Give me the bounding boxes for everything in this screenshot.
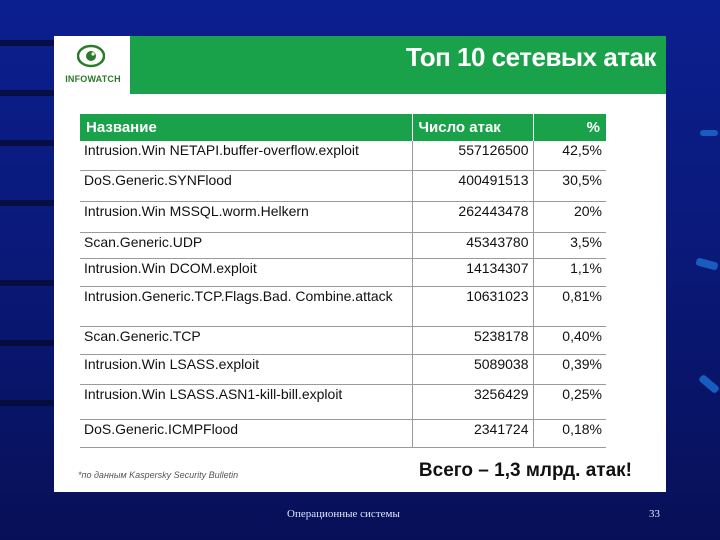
decor-stripe — [0, 90, 54, 96]
attack-name: DoS.Generic.SYNFlood — [80, 170, 413, 202]
decor-stripe — [0, 200, 54, 206]
attack-count: 262443478 — [412, 201, 534, 233]
attack-name: DoS.Generic.ICMPFlood — [80, 419, 413, 448]
decor-accent — [698, 373, 720, 395]
attack-name: Intrusion.Win MSSQL.worm.Helkern — [80, 201, 413, 233]
attack-pct: 0,39% — [533, 354, 606, 385]
table-row: Intrusion.Win DCOM.exploit 14134307 1,1% — [80, 258, 606, 287]
table-header-row: Название Число атак % — [80, 114, 606, 141]
header-pct: % — [533, 114, 606, 141]
attack-name: Scan.Generic.UDP — [80, 232, 413, 259]
table-row: DoS.Generic.SYNFlood 400491513 30,5% — [80, 170, 606, 202]
attack-count: 5089038 — [412, 354, 534, 385]
decor-stripe — [0, 280, 54, 286]
table-row: Scan.Generic.TCP 5238178 0,40% — [80, 326, 606, 355]
attack-count: 3256429 — [412, 384, 534, 420]
footer-course-title: Операционные системы — [287, 508, 400, 520]
attack-pct: 3,5% — [533, 232, 606, 259]
attack-pct: 0,81% — [533, 286, 606, 327]
attack-pct: 42,5% — [533, 141, 606, 171]
attack-name: Intrusion.Win DCOM.exploit — [80, 258, 413, 287]
table-row: Intrusion.Generic.TCP.Flags.Bad. Combine… — [80, 286, 606, 327]
logo-brand-text: INFOWATCH — [65, 74, 121, 84]
header-name: Название — [80, 114, 413, 141]
table-row: Intrusion.Win LSASS.exploit 5089038 0,39… — [80, 354, 606, 385]
eye-icon — [77, 44, 105, 68]
decor-stripe — [0, 340, 54, 346]
table-row: Intrusion.Win LSASS.ASN1-kill-bill.explo… — [80, 384, 606, 420]
decor-accent — [700, 130, 718, 136]
table-row: Scan.Generic.UDP 45343780 3,5% — [80, 232, 606, 259]
decor-stripe — [0, 140, 54, 146]
infowatch-logo: INFOWATCH — [60, 42, 126, 92]
table-row: Intrusion.Win MSSQL.worm.Helkern 2624434… — [80, 201, 606, 233]
attack-pct: 0,25% — [533, 384, 606, 420]
header-count: Число атак — [412, 114, 534, 141]
attack-pct: 0,40% — [533, 326, 606, 355]
attack-count: 557126500 — [412, 141, 534, 171]
total-attacks: Всего – 1,3 млрд. атак! — [418, 460, 632, 481]
attack-count: 400491513 — [412, 170, 534, 202]
attack-count: 5238178 — [412, 326, 534, 355]
attack-name: Intrusion.Win NETAPI.buffer-overflow.exp… — [80, 141, 413, 171]
attack-name: Scan.Generic.TCP — [80, 326, 413, 355]
slide: INFOWATCH Топ 10 сетевых атак Название Ч… — [54, 36, 666, 492]
attack-name: Intrusion.Win LSASS.exploit — [80, 354, 413, 385]
page-number: 33 — [649, 508, 660, 520]
attack-count: 45343780 — [412, 232, 534, 259]
attacks-table: Название Число атак % Intrusion.Win NETA… — [80, 114, 606, 448]
header-bar: Топ 10 сетевых атак — [130, 36, 666, 94]
table-row: Intrusion.Win NETAPI.buffer-overflow.exp… — [80, 141, 606, 171]
attack-pct: 0,18% — [533, 419, 606, 448]
attack-count: 2341724 — [412, 419, 534, 448]
attack-pct: 20% — [533, 201, 606, 233]
table-row: DoS.Generic.ICMPFlood 2341724 0,18% — [80, 419, 606, 448]
slide-title: Топ 10 сетевых атак — [405, 42, 657, 72]
attack-name: Intrusion.Generic.TCP.Flags.Bad. Combine… — [80, 286, 413, 327]
attack-pct: 1,1% — [533, 258, 606, 287]
source-footnote: *по данным Kaspersky Security Bulletin — [78, 470, 239, 480]
attack-count: 14134307 — [412, 258, 534, 287]
attack-pct: 30,5% — [533, 170, 606, 202]
decor-stripe — [0, 400, 54, 406]
decor-stripe — [0, 40, 54, 46]
attack-name: Intrusion.Win LSASS.ASN1-kill-bill.explo… — [80, 384, 413, 420]
decor-accent — [695, 257, 719, 271]
attack-count: 10631023 — [412, 286, 534, 327]
